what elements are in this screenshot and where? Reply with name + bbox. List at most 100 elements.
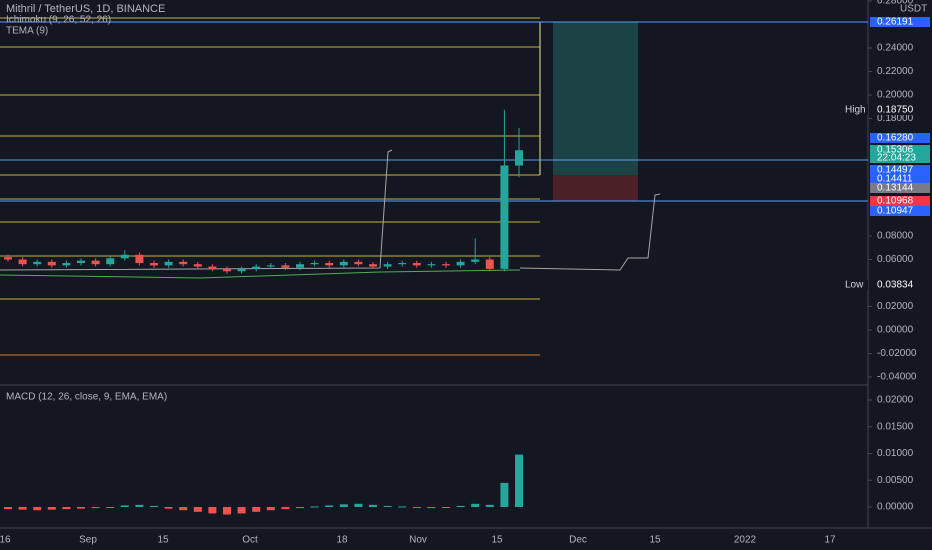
price-tag-label: 0.18750: [877, 105, 914, 116]
long-profit-zone: [553, 22, 638, 175]
macd-bar: [383, 505, 392, 507]
candle-body: [354, 261, 363, 265]
price-tick-label: 0.28000: [877, 0, 914, 7]
time-label: 15: [649, 535, 661, 546]
macd-bar: [398, 506, 407, 508]
candle-body: [427, 264, 436, 266]
candle-body: [339, 261, 348, 266]
price-tick-label: -0.04000: [877, 372, 917, 383]
candle-body: [77, 260, 85, 264]
price-tag-label: 0.10947: [877, 206, 914, 217]
macd-bar: [471, 503, 480, 507]
macd-bar: [281, 507, 290, 510]
candle-body: [33, 261, 42, 265]
macd-bar: [339, 504, 348, 507]
candle-body: [237, 268, 246, 272]
macd-bar: [310, 506, 319, 508]
candle-body: [62, 263, 71, 266]
time-label: Nov: [409, 535, 427, 546]
time-label: Dec: [569, 535, 587, 546]
price-tag-label: 0.26191: [877, 17, 914, 28]
candle-body: [442, 264, 450, 266]
candle-body: [47, 261, 56, 266]
macd-tick-label: 0.01500: [877, 421, 914, 432]
macd-bar: [515, 454, 523, 507]
horizontal-rays: [0, 21, 868, 202]
macd-bar: [296, 507, 304, 509]
price-tag: [870, 183, 930, 193]
time-label: 17: [824, 535, 836, 546]
macd-bar: [91, 507, 100, 509]
candle-body: [106, 258, 115, 265]
candle-body: [4, 257, 12, 260]
price-tick-label: 0.08000: [877, 231, 914, 242]
candle-body: [412, 263, 421, 266]
time-label: 16: [0, 535, 11, 546]
price-tick-label: 0.00000: [877, 325, 914, 336]
time-label: 18: [336, 535, 348, 546]
price-tick-label: 0.18000: [877, 113, 914, 124]
price-tick-label: 0.24000: [877, 43, 914, 54]
candle-body: [485, 259, 494, 269]
price-tag-label: 0.10968: [877, 196, 914, 207]
macd-tick-label: 0.00000: [877, 502, 914, 513]
price-tag-label: 0.14497: [877, 165, 914, 176]
macd-bar: [77, 507, 85, 509]
ichimoku-label: Ichimoku (9, 26, 52, 26): [6, 15, 111, 26]
candle-body: [310, 263, 319, 265]
tag-name: Low: [845, 280, 864, 291]
price-tick-label: 0.20000: [877, 90, 914, 101]
candle-body: [179, 261, 188, 265]
price-tag-label: 0.14411: [877, 174, 913, 185]
candle-body: [91, 260, 100, 265]
time-label: 15: [157, 535, 169, 546]
price-tag: [870, 17, 930, 27]
currency-label: USDT: [900, 4, 927, 15]
price-tag: [870, 206, 930, 216]
macd-bar: [252, 507, 261, 512]
price-tag: [870, 280, 930, 290]
macd-bar: [150, 505, 158, 507]
candle-body: [325, 263, 334, 266]
candle-body: [383, 264, 392, 267]
macd-tick-label: 0.02000: [877, 395, 914, 406]
macd-bar: [193, 507, 202, 512]
macd-bar: [500, 482, 509, 507]
time-label: 2022: [734, 535, 757, 546]
price-tag: [870, 105, 930, 115]
price-tick-label: 0.06000: [877, 254, 914, 265]
macd-bar: [164, 507, 173, 509]
price-tick-label: -0.02000: [877, 348, 917, 359]
macd-bar: [106, 507, 115, 508]
price-tag-label: 0.13144: [877, 183, 914, 194]
grid: [0, 0, 932, 529]
price-tag-label: 0.03834: [877, 280, 914, 291]
macd-bar: [325, 505, 334, 507]
tema-label: TEMA (9): [6, 26, 48, 37]
macd-bar: [354, 503, 363, 507]
time-label: 15: [491, 535, 503, 546]
candle-body: [266, 265, 275, 267]
time-label: Oct: [242, 535, 258, 546]
candle-body: [281, 265, 290, 268]
header: Mithril / TetherUS, 1D, BINANCE Ichimoku…: [6, 3, 927, 403]
macd-bar: [412, 507, 421, 508]
ichimoku-span: [0, 269, 521, 279]
indicator-lines: [0, 149, 661, 271]
candle-body: [252, 266, 261, 269]
price-tick-label: 0.22000: [877, 66, 914, 77]
candle-body: [193, 264, 202, 267]
candle-body: [223, 268, 231, 272]
price-tag: [870, 165, 930, 175]
macd-bar: [208, 507, 217, 514]
time-label: Sep: [79, 535, 97, 546]
macd-bar: [427, 507, 436, 509]
long-stop-zone: [553, 175, 638, 201]
macd-bar: [456, 505, 465, 507]
price-tag: [870, 133, 930, 143]
macd-bar: [223, 507, 231, 515]
price-tag: [870, 174, 930, 184]
candle-body: [471, 259, 480, 262]
candle-body: [18, 259, 27, 265]
